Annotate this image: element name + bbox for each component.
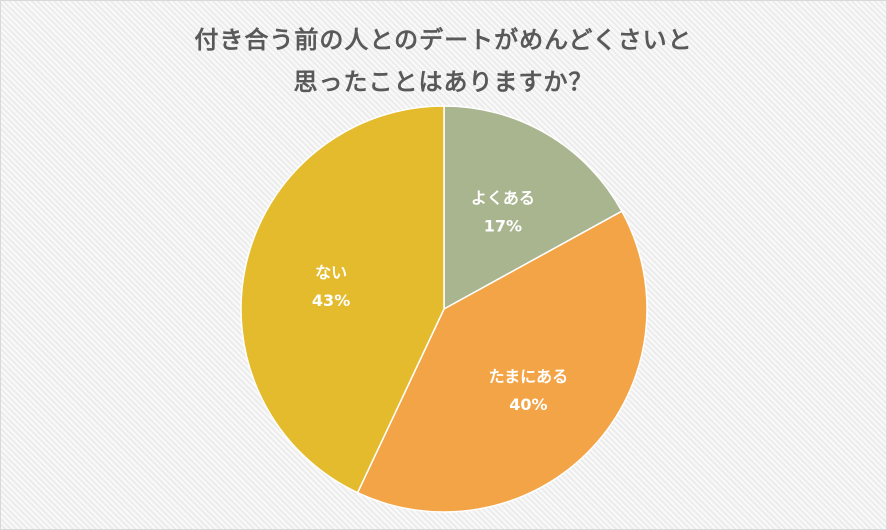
pie-slice-1	[443, 105, 623, 311]
chart-title-line-2: 思ったことはありますか？	[293, 68, 594, 96]
slice-category-label-1: よくある	[471, 188, 535, 207]
slice-category-label-3: ない	[315, 263, 347, 282]
slice-value-label-2: 40%	[509, 395, 547, 414]
chart-title: 付き合う前の人とのデートがめんどくさいと 思ったことはありますか？	[1, 19, 886, 103]
slice-value-label-1: 17%	[484, 216, 522, 235]
pie-slice-2	[356, 210, 648, 513]
slice-value-label-3: 43%	[312, 291, 350, 310]
chart-title-line-1: 付き合う前の人とのデートがめんどくさいと	[194, 26, 693, 54]
pie-slice-3	[240, 105, 445, 494]
pie-labels: よくある 17% たまにある 40% ない 43%	[312, 188, 568, 414]
slice-category-label-2: たまにある	[489, 367, 569, 386]
pie-slices	[240, 105, 648, 513]
